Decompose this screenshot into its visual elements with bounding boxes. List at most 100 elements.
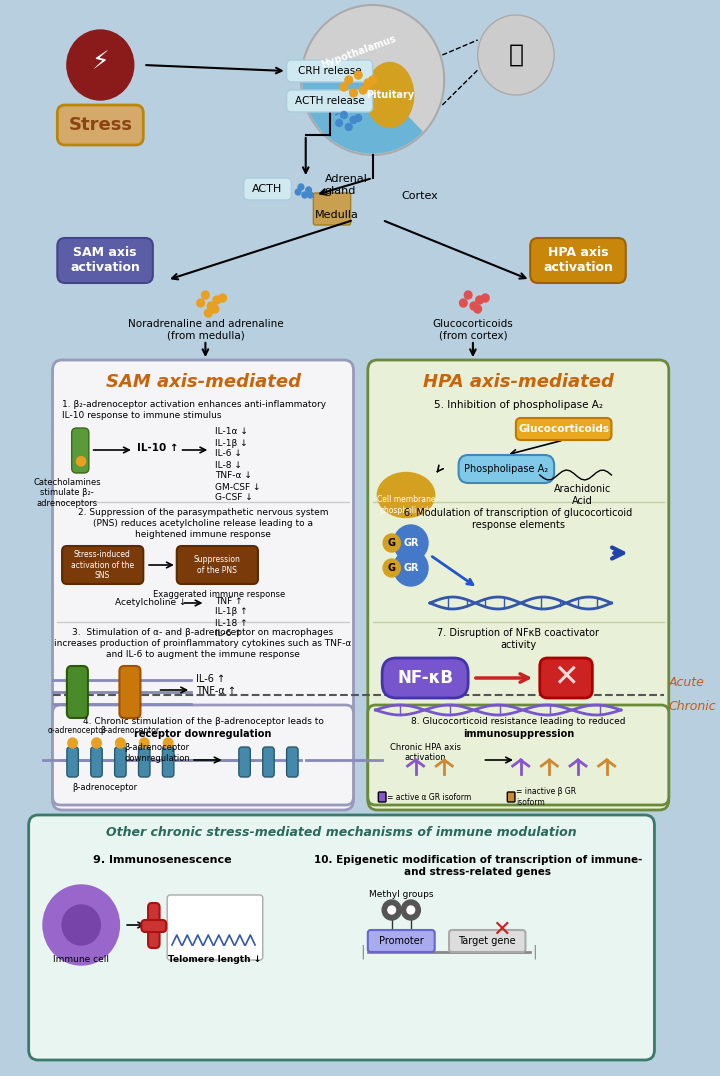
FancyBboxPatch shape <box>263 747 274 777</box>
FancyBboxPatch shape <box>141 920 166 932</box>
Circle shape <box>62 905 100 945</box>
Circle shape <box>394 525 428 561</box>
Text: |: | <box>533 945 537 959</box>
Circle shape <box>140 738 149 748</box>
Text: ✕: ✕ <box>553 664 578 693</box>
Circle shape <box>302 192 307 198</box>
FancyBboxPatch shape <box>176 546 258 584</box>
FancyBboxPatch shape <box>53 360 354 810</box>
FancyBboxPatch shape <box>287 747 298 777</box>
Circle shape <box>341 112 347 118</box>
Text: 2. Suppression of the parasympathetic nervous system: 2. Suppression of the parasympathetic ne… <box>78 508 328 516</box>
Circle shape <box>219 294 226 302</box>
Text: GM-CSF ↓: GM-CSF ↓ <box>215 482 261 492</box>
Text: IL-10 response to immune stimulus: IL-10 response to immune stimulus <box>62 411 222 420</box>
Circle shape <box>459 299 467 307</box>
Text: G: G <box>387 538 396 548</box>
Circle shape <box>345 76 353 84</box>
FancyBboxPatch shape <box>29 815 654 1060</box>
Text: NF-κB: NF-κB <box>397 669 453 686</box>
Text: β-adrenoceptor: β-adrenoceptor <box>73 783 138 792</box>
Text: 🧠: 🧠 <box>508 43 523 67</box>
Text: G: G <box>387 563 396 574</box>
Text: IL-6 ↑
TNF-α ↑: IL-6 ↑ TNF-α ↑ <box>196 675 236 696</box>
Circle shape <box>401 900 420 920</box>
FancyBboxPatch shape <box>540 659 593 698</box>
FancyBboxPatch shape <box>62 546 143 584</box>
Text: TNF-α ↓: TNF-α ↓ <box>215 471 252 481</box>
Text: Stress-induced
activation of the
SNS: Stress-induced activation of the SNS <box>71 550 134 580</box>
Circle shape <box>354 71 362 79</box>
Text: IL-18 ↑: IL-18 ↑ <box>215 619 248 627</box>
Circle shape <box>301 5 444 155</box>
Text: HPA axis-mediated: HPA axis-mediated <box>423 373 613 391</box>
Text: IL-6 ↑: IL-6 ↑ <box>215 629 242 638</box>
Text: Methyl groups: Methyl groups <box>369 890 433 900</box>
Text: 6. Modulation of transcription of glucocorticoid: 6. Modulation of transcription of glucoc… <box>404 508 632 518</box>
Text: Promoter: Promoter <box>379 936 423 946</box>
Circle shape <box>476 296 483 305</box>
Text: Immune cell: Immune cell <box>53 955 109 964</box>
Circle shape <box>474 305 482 313</box>
Circle shape <box>307 192 313 198</box>
Circle shape <box>350 116 357 124</box>
Circle shape <box>482 294 489 302</box>
Circle shape <box>383 560 400 577</box>
Circle shape <box>116 738 125 748</box>
Circle shape <box>383 534 400 552</box>
Text: Target gene: Target gene <box>459 936 516 946</box>
FancyBboxPatch shape <box>459 455 554 483</box>
Text: Stress: Stress <box>68 116 132 134</box>
Text: Adrenal
gland: Adrenal gland <box>325 174 368 196</box>
FancyBboxPatch shape <box>114 747 126 777</box>
Circle shape <box>388 906 395 914</box>
Text: = inactive β GR
isoform: = inactive β GR isoform <box>516 788 576 807</box>
Circle shape <box>359 86 367 94</box>
Circle shape <box>336 119 343 127</box>
Circle shape <box>207 302 215 310</box>
FancyBboxPatch shape <box>53 705 354 805</box>
FancyBboxPatch shape <box>120 666 140 718</box>
Text: IL-8 ↓: IL-8 ↓ <box>215 461 242 469</box>
FancyBboxPatch shape <box>382 659 468 698</box>
Circle shape <box>67 30 134 100</box>
Circle shape <box>382 900 401 920</box>
Text: 5. Inhibition of phospholipase A₂: 5. Inhibition of phospholipase A₂ <box>433 400 603 410</box>
Circle shape <box>346 124 352 130</box>
Text: IL-10 ↑: IL-10 ↑ <box>137 443 179 453</box>
FancyBboxPatch shape <box>167 895 263 960</box>
Text: heightened immune response: heightened immune response <box>135 530 271 539</box>
Circle shape <box>197 299 204 307</box>
FancyBboxPatch shape <box>239 747 251 777</box>
Text: Acetylcholine ↓: Acetylcholine ↓ <box>114 598 186 607</box>
Text: Pituitary: Pituitary <box>366 90 414 100</box>
Text: β-adrenoceptor: β-adrenoceptor <box>100 726 160 735</box>
Text: β-adrenoceptor
downregulation: β-adrenoceptor downregulation <box>124 744 190 763</box>
Text: Phospholipase A₂: Phospholipase A₂ <box>464 464 549 475</box>
Circle shape <box>163 738 173 748</box>
Text: Arachidonic
Acid: Arachidonic Acid <box>554 484 611 506</box>
FancyBboxPatch shape <box>508 792 515 802</box>
FancyBboxPatch shape <box>58 105 143 145</box>
Text: 8. Glucocorticoid resistance leading to reduced: 8. Glucocorticoid resistance leading to … <box>411 717 626 726</box>
Text: receptor downregulation: receptor downregulation <box>135 730 271 739</box>
Circle shape <box>355 114 361 122</box>
Text: Acute: Acute <box>669 677 705 690</box>
Text: IL-1β ↓: IL-1β ↓ <box>215 439 248 448</box>
Circle shape <box>211 305 219 313</box>
Text: HPA axis
activation: HPA axis activation <box>543 246 613 274</box>
Circle shape <box>204 309 212 317</box>
Circle shape <box>477 15 554 95</box>
FancyBboxPatch shape <box>368 930 435 952</box>
Text: response elements: response elements <box>472 520 564 530</box>
Text: ●: ● <box>74 453 86 467</box>
Text: Exaggerated immune response: Exaggerated immune response <box>153 590 285 599</box>
Circle shape <box>394 550 428 586</box>
Circle shape <box>464 291 472 299</box>
Wedge shape <box>303 80 422 153</box>
Text: 4. Chronic stimulation of the β-adrenoceptor leads to: 4. Chronic stimulation of the β-adrenoce… <box>83 717 323 726</box>
FancyBboxPatch shape <box>287 60 372 82</box>
Text: ⚡: ⚡ <box>91 49 109 74</box>
Circle shape <box>202 291 210 299</box>
FancyBboxPatch shape <box>163 747 174 777</box>
